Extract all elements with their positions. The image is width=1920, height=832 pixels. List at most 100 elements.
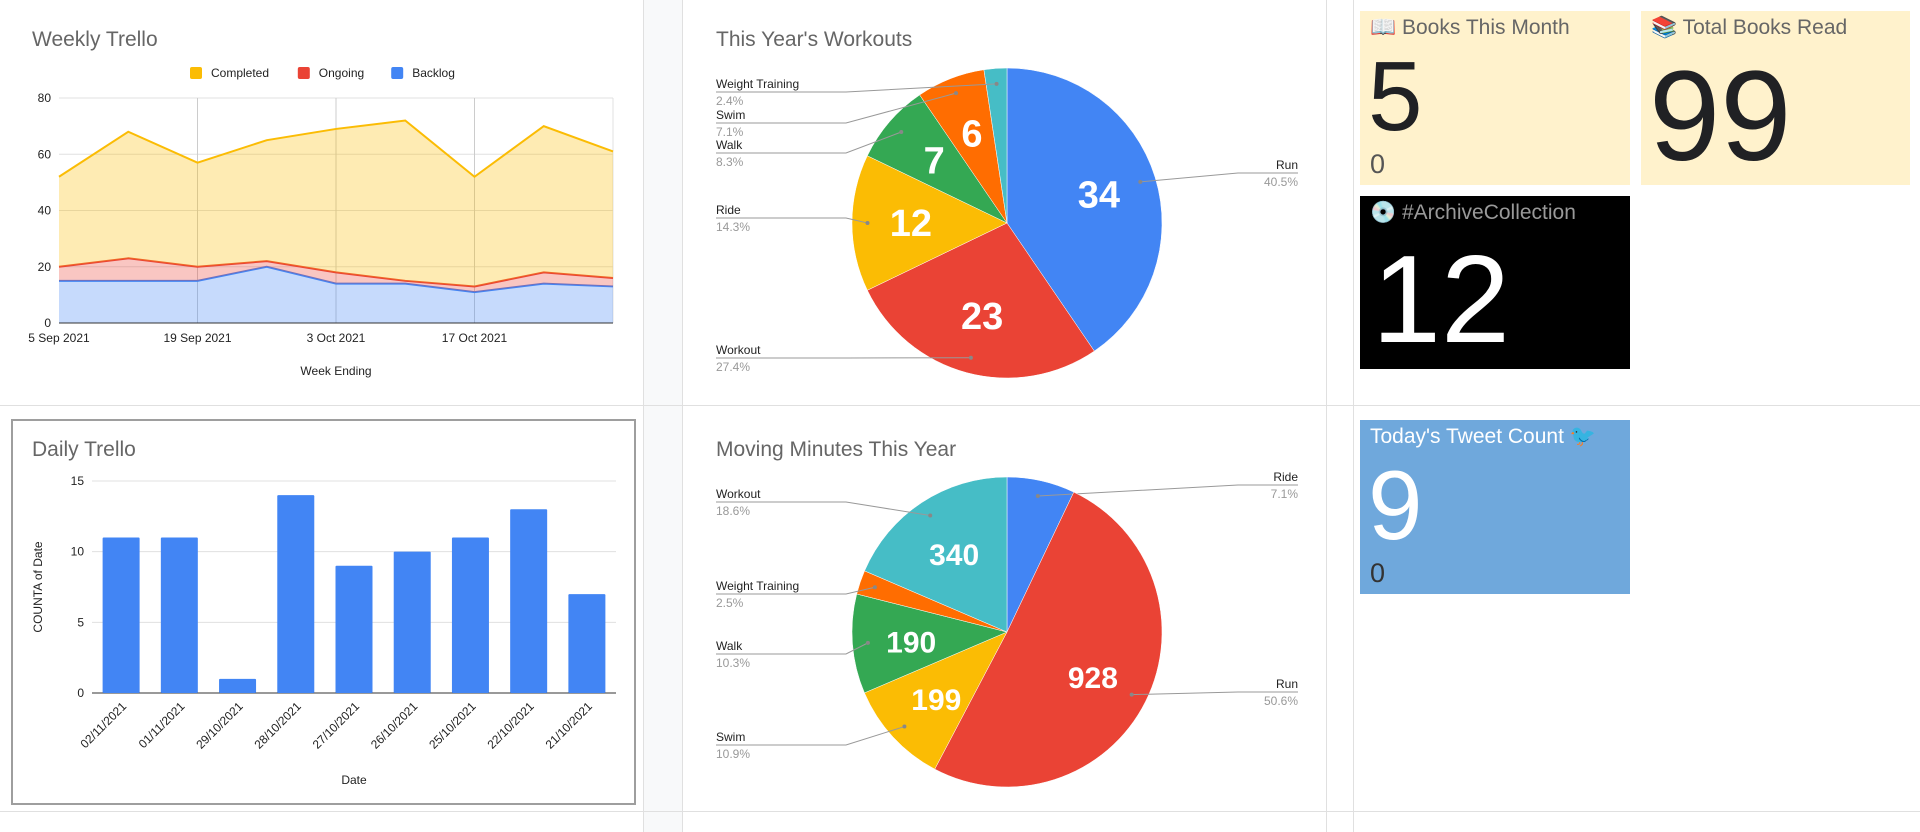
slice-percent: 7.1% bbox=[1271, 487, 1299, 501]
chart-title: Daily Trello bbox=[32, 438, 136, 461]
slice-value-label: 23 bbox=[961, 296, 1003, 338]
bar bbox=[510, 509, 548, 693]
y-tick-label: 10 bbox=[71, 545, 85, 559]
slice-label: Ride bbox=[716, 203, 741, 217]
chart-title: Moving Minutes This Year bbox=[716, 438, 957, 461]
slice-percent: 2.5% bbox=[716, 596, 744, 610]
tile-title: Today's Tweet Count bbox=[1370, 425, 1564, 448]
slice-percent: 7.1% bbox=[716, 125, 744, 139]
legend-swatch bbox=[297, 67, 310, 79]
slice-label: Run bbox=[1276, 158, 1298, 172]
pie-slice-swim bbox=[864, 631, 1008, 770]
slice-label: Weight Training bbox=[716, 77, 799, 91]
leader-dot bbox=[1129, 692, 1134, 697]
x-tick-label: 26/10/2021 bbox=[368, 699, 421, 752]
legend-swatch bbox=[190, 67, 202, 79]
tile-title: Total Books Read bbox=[1682, 16, 1848, 39]
column-divider bbox=[1326, 0, 1327, 832]
tile-title: #ArchiveCollection bbox=[1402, 201, 1576, 224]
leader-line bbox=[716, 726, 905, 746]
x-tick-label: 28/10/2021 bbox=[252, 699, 305, 752]
slice-label: Walk bbox=[716, 138, 743, 152]
leader-line bbox=[716, 83, 997, 93]
slice-label: Workout bbox=[716, 343, 761, 357]
leader-line bbox=[1037, 484, 1298, 497]
bar bbox=[393, 551, 431, 693]
bar bbox=[219, 678, 257, 693]
line-ongoing bbox=[58, 257, 614, 288]
pie-slice-weight-training bbox=[983, 67, 1008, 224]
bar bbox=[568, 594, 606, 693]
x-tick-label: 27/10/2021 bbox=[310, 699, 363, 752]
leader-line bbox=[1140, 172, 1298, 183]
archive-collection-tile[interactable]: 💿 #ArchiveCollection 12 bbox=[1360, 196, 1630, 369]
leader-line bbox=[1131, 691, 1298, 696]
leader-dot bbox=[994, 81, 999, 86]
row-divider bbox=[0, 811, 1920, 812]
leader-dot bbox=[865, 221, 870, 225]
column-divider bbox=[682, 0, 683, 832]
line-completed bbox=[58, 119, 614, 179]
legend-label: Backlog bbox=[412, 66, 455, 80]
legend-label: Completed bbox=[211, 66, 269, 80]
slice-label: Walk bbox=[716, 639, 743, 653]
x-tick-label: 5 Sep 2021 bbox=[28, 331, 90, 345]
legend-swatch bbox=[391, 67, 404, 79]
x-axis-title: Date bbox=[341, 773, 367, 787]
x-tick-label: 01/11/2021 bbox=[136, 699, 188, 751]
bar bbox=[277, 495, 315, 693]
x-tick-label: 3 Oct 2021 bbox=[307, 331, 366, 345]
workouts-pie-chart[interactable]: 34 Run 40.5% 23 Workout 27.4% 12 Ride 14.3% 7 Walk… bbox=[682, 0, 1326, 405]
slice-value-label: 34 bbox=[1078, 175, 1120, 217]
legend-label: Ongoing bbox=[319, 66, 364, 80]
slice-label: Run bbox=[1276, 677, 1298, 691]
slice-value-label: 199 bbox=[911, 684, 961, 717]
x-tick-label: 22/10/2021 bbox=[484, 699, 537, 752]
leader-dot bbox=[928, 513, 933, 518]
chart-title: Weekly Trello bbox=[32, 28, 158, 51]
slice-label: Swim bbox=[716, 108, 745, 122]
slice-label: Workout bbox=[716, 487, 761, 501]
pie-slice-workout bbox=[867, 222, 1095, 379]
slice-label: Ride bbox=[1273, 470, 1298, 484]
slice-percent: 18.6% bbox=[716, 504, 750, 518]
slice-percent: 40.5% bbox=[1264, 175, 1298, 189]
slice-value-label: 340 bbox=[929, 539, 979, 572]
books-icon: 📚 bbox=[1651, 16, 1678, 39]
x-tick-label: 19 Sep 2021 bbox=[163, 331, 231, 345]
bar bbox=[160, 537, 198, 693]
slice-percent: 27.4% bbox=[716, 360, 750, 374]
slice-value-label: 6 bbox=[961, 114, 982, 156]
leader-dot bbox=[968, 355, 973, 360]
open-book-icon: 📖 bbox=[1370, 16, 1397, 39]
pie-slice-run bbox=[1006, 67, 1163, 352]
bar bbox=[451, 537, 489, 693]
leader-line bbox=[716, 217, 868, 224]
books-this-month-tile[interactable]: 📖 Books This Month 5 0 bbox=[1360, 11, 1630, 185]
column-divider bbox=[643, 0, 644, 832]
tile-value: 9 bbox=[1368, 450, 1423, 560]
daily-trello-chart[interactable] bbox=[11, 419, 636, 805]
y-tick-label: 15 bbox=[71, 474, 85, 488]
tweet-count-tile[interactable]: Today's Tweet Count 🐦 9 0 bbox=[1360, 420, 1630, 594]
x-tick-label: 25/10/2021 bbox=[426, 699, 479, 752]
leader-dot bbox=[1035, 493, 1040, 498]
slice-percent: 14.3% bbox=[716, 220, 750, 234]
leader-line bbox=[716, 131, 902, 154]
y-tick-label: 40 bbox=[38, 204, 52, 218]
tile-subvalue: 0 bbox=[1370, 149, 1386, 179]
x-tick-label: 29/10/2021 bbox=[193, 699, 246, 752]
pie-slice-ride bbox=[851, 155, 1008, 291]
total-books-read-tile[interactable]: 📚 Total Books Read 99 bbox=[1641, 11, 1910, 185]
minutes-pie-chart[interactable]: Ride 7.1% 928 Run 50.6% 199 Swim 10.9% 190 Walk 10… bbox=[682, 405, 1326, 810]
leader-line bbox=[716, 501, 931, 517]
leader-dot bbox=[902, 724, 907, 729]
tile-subvalue: 0 bbox=[1370, 558, 1386, 588]
y-tick-label: 0 bbox=[44, 316, 51, 330]
y-tick-label: 5 bbox=[77, 615, 84, 629]
y-tick-label: 20 bbox=[38, 260, 52, 274]
slice-percent: 8.3% bbox=[716, 155, 744, 169]
slice-percent: 2.4% bbox=[716, 94, 744, 108]
weekly-area-chart: 0 20 40 60 80 5 Sep 2021 19 Sep 2021 3 Oct 2021… bbox=[28, 66, 614, 378]
line-backlog bbox=[59, 265, 614, 294]
